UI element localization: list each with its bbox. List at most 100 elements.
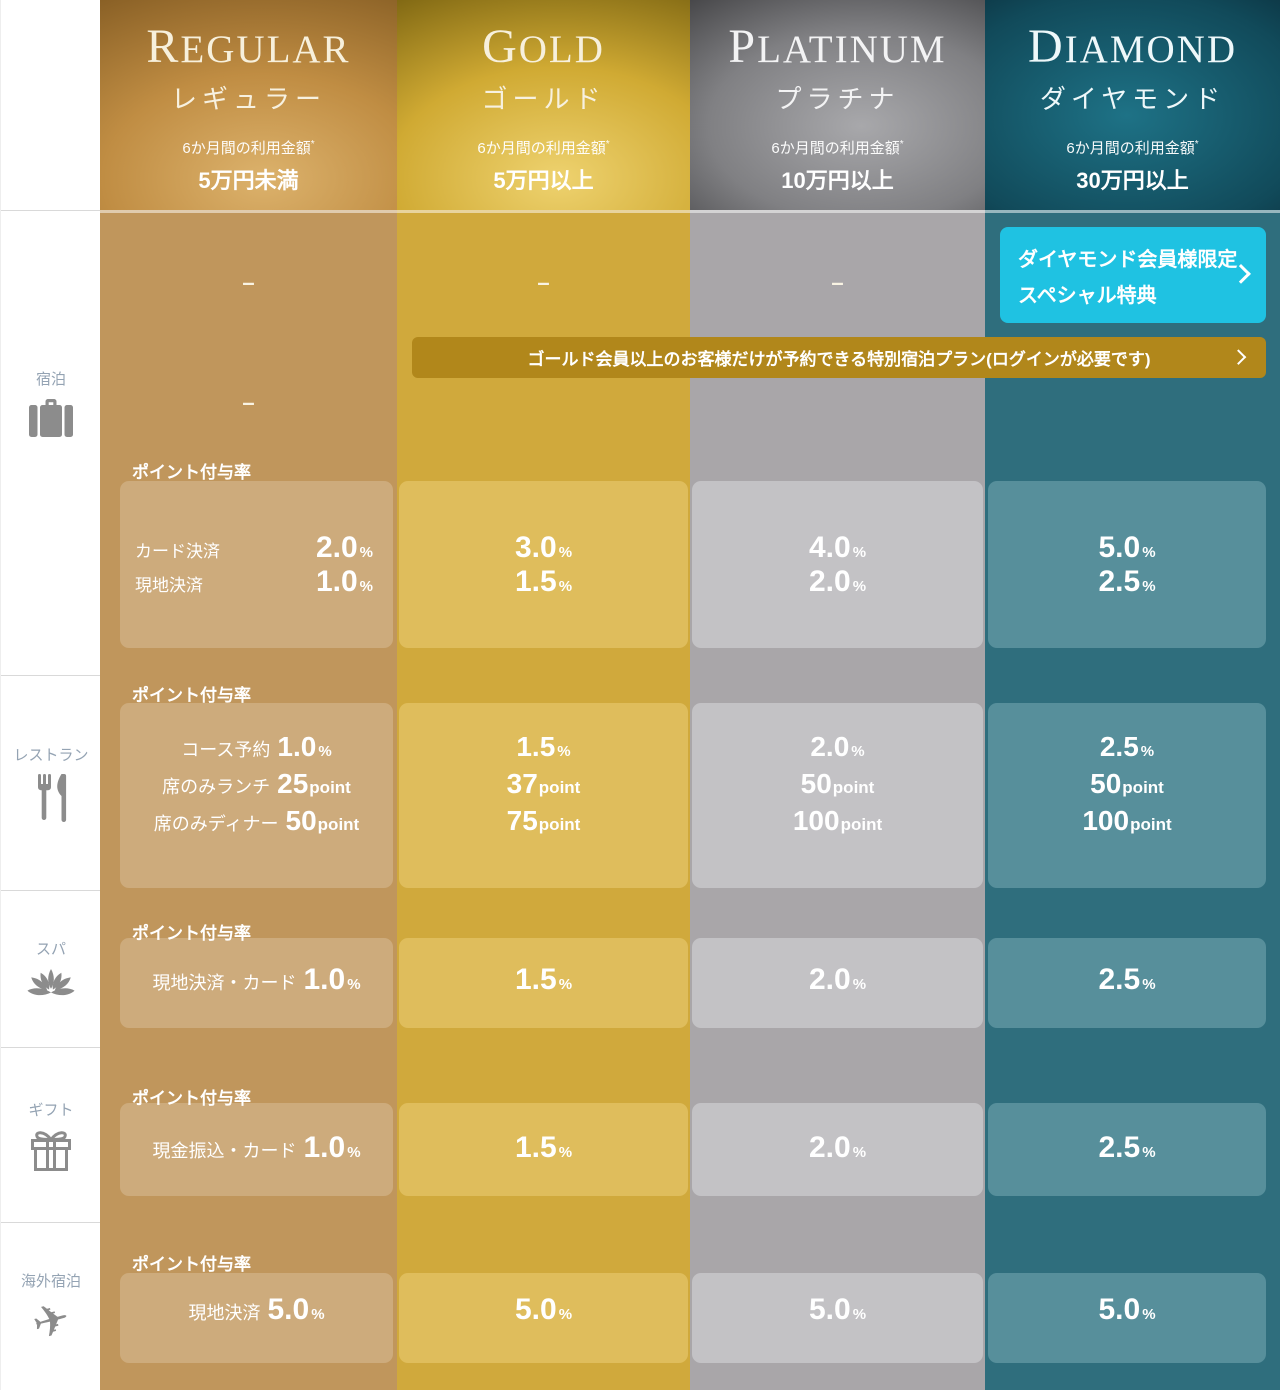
value-dinner-diamond: 100point [1082, 805, 1172, 836]
diamond-special-line2: スペシャル特典 [1018, 284, 1157, 307]
value-overseas-platinum: 5.0% [808, 1293, 867, 1326]
empty-cell-marker: – [242, 270, 255, 295]
tier-name: PLATINUM [728, 20, 947, 73]
rate-title-spa: ポイント付与率 [132, 924, 251, 943]
gold-plan-banner[interactable]: ゴールド会員以上のお客様だけが予約できる特別宿泊プラン(ログインが必要です) [412, 337, 1266, 378]
chevron-right-icon [1230, 348, 1247, 365]
value-lodging-card-gold: 3.0% [514, 531, 573, 564]
spend-label: 6か月間の利用金額* [477, 139, 610, 158]
diamond-special-button[interactable]: ダイヤモンド会員様限定 スペシャル特典 [1000, 227, 1266, 323]
spend-label: 6か月間の利用金額* [182, 139, 315, 158]
tier-header-gold: GOLD ゴールド 6か月間の利用金額* 5万円以上 [397, 0, 690, 210]
row-dinner: 席のみディナー 50point [153, 805, 360, 836]
value-course-diamond: 2.5% [1099, 731, 1155, 762]
value-lodging-local-platinum: 2.0% [808, 565, 867, 598]
column-diamond: ダイヤモンド会員様限定 スペシャル特典 5.0% 2.5% 2.5% 50poi… [985, 210, 1280, 1390]
rate-title-restaurant: ポイント付与率 [132, 686, 251, 705]
row-overseas: 現地決済 5.0% [188, 1293, 325, 1326]
value-overseas-diamond: 5.0% [1098, 1293, 1156, 1326]
rate-title-lodging: ポイント付与率 [132, 463, 251, 482]
spend-label: 6か月間の利用金額* [1066, 139, 1199, 158]
category-label: スパ [35, 941, 66, 958]
panel-spa-platinum: 2.0% [692, 938, 983, 1028]
category-label: 海外宿泊 [20, 1272, 81, 1290]
row-spa: 現地決済・カード 1.0% [152, 963, 361, 996]
value-gift-diamond: 2.5% [1098, 1131, 1156, 1164]
value-gift-gold: 1.5% [514, 1131, 573, 1164]
spend-amount: 5万円以上 [493, 168, 594, 194]
value-lodging-card-diamond: 5.0% [1098, 531, 1156, 564]
footnote-asterisk: * [310, 139, 315, 151]
category-label: 宿泊 [35, 371, 66, 388]
value-spa-gold: 1.5% [514, 963, 573, 996]
row-gift: 現金振込・カード 1.0% [152, 1131, 361, 1164]
panel-restaurant-gold: 1.5% 37point 75point [399, 703, 688, 888]
lotus-icon [26, 968, 76, 1000]
tier-header-regular: REGULAR レギュラー 6か月間の利用金額* 5万円未満 [100, 0, 397, 210]
panel-spa-diamond: 2.5% [988, 938, 1266, 1028]
footnote-asterisk: * [1194, 139, 1199, 151]
value-lodging-local-diamond: 2.5% [1098, 565, 1156, 598]
value-dinner-gold: 75point [506, 805, 581, 836]
suitcase-icon [28, 398, 74, 438]
tier-header-platinum: PLATINUM プラチナ 6か月間の利用金額* 10万円以上 [690, 0, 985, 210]
footnote-asterisk: * [605, 139, 610, 151]
value-lunch-platinum: 50point [800, 768, 875, 799]
sidebar-item-restaurant: レストラン [1, 675, 101, 890]
gold-plan-banner-text: ゴールド会員以上のお客様だけが予約できる特別宿泊プラン(ログインが必要です) [527, 350, 1151, 369]
category-sidebar: 宿泊 レストラン [0, 0, 101, 1390]
tier-name: REGULAR [146, 20, 351, 73]
tier-name: GOLD [482, 20, 605, 73]
panel-gift-regular: 現金振込・カード 1.0% [120, 1103, 393, 1196]
panel-lodging-diamond: 5.0% 2.5% [988, 481, 1266, 648]
value-spa-platinum: 2.0% [808, 963, 867, 996]
gift-icon [28, 1129, 74, 1172]
tier-name: DIAMOND [1028, 20, 1237, 73]
value-overseas-gold: 5.0% [514, 1293, 573, 1326]
empty-cell-marker: – [537, 270, 550, 295]
value-lodging-local-gold: 1.5% [514, 565, 573, 598]
value-lunch-gold: 37point [506, 768, 581, 799]
panel-restaurant-diamond: 2.5% 50point 100point [988, 703, 1266, 888]
panel-lodging-platinum: 4.0% 2.0% [692, 481, 983, 648]
airplane-icon: ✈ [26, 1292, 76, 1350]
column-gold: – 3.0% 1.5% 1.5% 37point 75point 1.5% 1.… [397, 210, 690, 1390]
panel-restaurant-platinum: 2.0% 50point 100point [692, 703, 983, 888]
sidebar-item-overseas-lodging: 海外宿泊 ✈ [1, 1222, 101, 1390]
panel-overseas-platinum: 5.0% [692, 1273, 983, 1363]
value-spa-diamond: 2.5% [1098, 963, 1156, 996]
panel-spa-gold: 1.5% [399, 938, 688, 1028]
panel-gift-platinum: 2.0% [692, 1103, 983, 1196]
value-dinner-platinum: 100point [792, 805, 883, 836]
tier-name-ja: プラチナ [775, 85, 900, 115]
value-gift-platinum: 2.0% [808, 1131, 867, 1164]
panel-overseas-regular: 現地決済 5.0% [120, 1273, 393, 1363]
row-lunch: 席のみランチ 25point [162, 768, 351, 799]
column-regular: – – ポイント付与率 カード決済 2.0% 現地決済 1.0% ポイント付与率… [100, 210, 397, 1390]
tier-name-ja: ゴールド [481, 85, 606, 115]
value-course-platinum: 2.0% [810, 731, 865, 762]
panel-overseas-diamond: 5.0% [988, 1273, 1266, 1363]
tier-name-ja: レギュラー [170, 85, 326, 115]
value-course-gold: 1.5% [516, 731, 571, 762]
footnote-asterisk: * [899, 139, 904, 151]
empty-cell-marker: – [242, 390, 255, 415]
category-label: ギフト [28, 1101, 74, 1119]
panel-gift-gold: 1.5% [399, 1103, 688, 1196]
rate-title-overseas: ポイント付与率 [132, 1255, 251, 1274]
spend-label: 6か月間の利用金額* [771, 139, 904, 158]
value-lodging-card-platinum: 4.0% [808, 531, 867, 564]
sidebar-item-lodging: 宿泊 [1, 210, 101, 675]
sidebar-item-spa: スパ [1, 890, 101, 1047]
spend-amount: 5万円未満 [198, 168, 299, 194]
row-course: コース予約 1.0% [181, 731, 332, 762]
sidebar-item-gift: ギフト [1, 1047, 101, 1222]
column-platinum: – 4.0% 2.0% 2.0% 50point 100point 2.0% 2… [690, 210, 985, 1390]
empty-cell-marker: – [831, 270, 844, 295]
rate-title-gift: ポイント付与率 [132, 1089, 251, 1108]
category-label: レストラン [13, 747, 89, 764]
panel-gift-diamond: 2.5% [988, 1103, 1266, 1196]
diamond-special-line1: ダイヤモンド会員様限定 [1018, 248, 1238, 271]
panel-spa-regular: 現地決済・カード 1.0% [120, 938, 393, 1028]
